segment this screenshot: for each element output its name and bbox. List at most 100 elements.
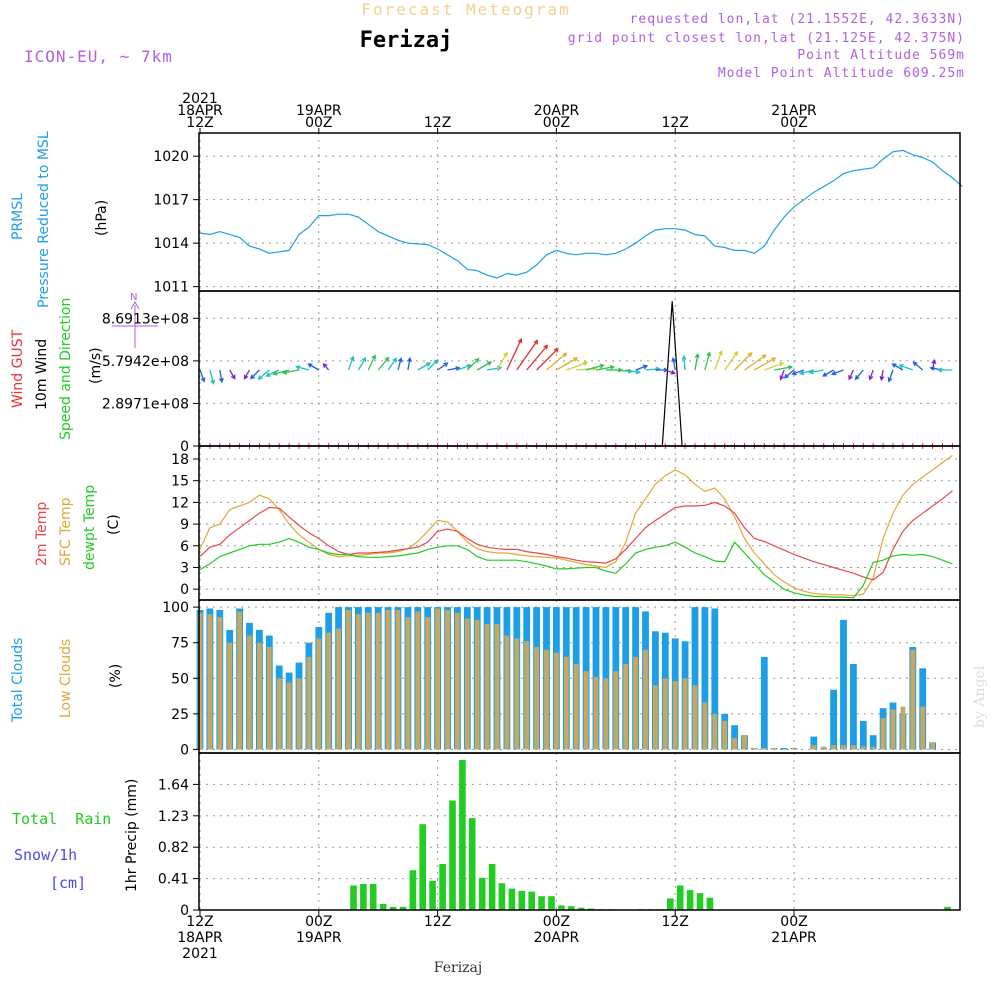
wind-arrow [347,355,355,371]
axis-labels: 1011 1014 1017 1020 0 2.8971e+08 5.7942e+08 8.6… [102,91,817,962]
low-clouds-bar [237,611,242,750]
precip-bar [459,759,466,910]
model-label: ICON-EU, ~ 7km [24,47,173,66]
time-label-top: 18APR [177,103,223,119]
y-tick-label: 15 [171,474,189,490]
time-label-bottom: 20APR [534,930,580,946]
time-label-bottom: 12Z [424,914,451,930]
time-label-top: 00Z [780,115,807,131]
y-tick-label: 1020 [153,149,189,165]
time-label-bottom: 12Z [661,914,688,930]
time-label-bottom: 2021 [182,946,218,962]
precip-bar [696,893,704,910]
low-clouds-bar [336,628,341,750]
snow-unit-label: [cm] [50,874,86,892]
wind-arrow [744,354,767,371]
credit-watermark: by Angel [972,665,988,728]
time-label-bottom: 19APR [296,930,342,946]
precip-bar [399,906,407,910]
wind-arrow [595,364,616,371]
low-clouds-bar [385,610,391,750]
y-tick-label: 0.41 [158,872,189,888]
temp-sfc-label: SFC Temp [58,497,74,566]
precip-bar [360,884,367,910]
precip-bar [508,888,516,910]
wind-arrow [526,344,549,371]
time-label-bottom: 21APR [771,930,817,946]
low-clouds-bar [524,641,530,750]
precip-bar [676,885,684,910]
low-clouds-bar [257,642,262,750]
low-clouds-bar [573,664,579,750]
precip-bar [686,890,694,910]
pressure-label-2: Pressure Reduced to MSL [36,131,52,308]
location-title: Ferizaj [360,28,453,53]
wind-arrow [912,361,924,371]
precip-bar [429,880,436,910]
wind-arrow [585,363,605,371]
wind-arrow [665,369,676,375]
wind-arrow [937,367,953,373]
low-clouds-bar [712,713,718,750]
low-clouds-bar [613,671,619,750]
precip-bar [379,903,387,910]
low-clouds-bar [217,617,223,750]
wind-arrow [387,357,397,371]
low-clouds-bar [365,612,371,750]
temp-2m-label: 2m Temp [34,502,50,566]
low-clouds-bar [643,649,648,750]
low-clouds-bar [860,746,866,750]
total-clouds-bar [711,608,719,750]
low-clouds-bar [534,647,539,750]
clouds-unit: (%) [108,664,124,688]
wind-arrow [199,369,206,383]
wind-arrow [406,356,412,371]
time-label-bottom: 00Z [780,914,807,930]
total-clouds-bar [602,607,610,750]
y-tick-label: 0.82 [158,840,189,856]
y-tick-label: 12 [171,495,189,511]
low-clouds-bar [296,678,302,750]
low-clouds-bar [435,608,440,750]
wind-arrow [294,365,310,371]
time-label-bottom: 00Z [305,914,332,930]
temp-2m-line [199,490,953,581]
wind-arrow [427,359,439,371]
low-clouds-bar [504,635,510,750]
wind-arrow [566,361,589,371]
wind-arrow [536,347,559,371]
wind-arrow [734,352,753,371]
precip-bar [389,906,397,910]
wind-arrow [209,369,216,385]
time-label-top: 12Z [186,115,213,131]
total-clouds-bar [780,748,788,750]
low-clouds-bar [930,742,935,750]
low-clouds-bar [445,610,450,750]
wind-arrow [714,349,723,371]
wind-arrow [377,356,390,371]
y-tick-label: 1014 [153,236,189,252]
y-tick-label: 6 [180,539,189,555]
low-clouds-bar [494,624,500,750]
low-clouds-bar [514,638,520,750]
low-clouds-bar [653,685,658,750]
time-label-top: 00Z [305,115,332,131]
wind-arrow [625,369,641,375]
wind-arrow [822,369,834,377]
low-clouds-bar [346,610,351,750]
wind-arrow [437,362,449,371]
y-tick-label: 9 [180,517,189,533]
y-tick-label: 25 [171,707,189,723]
y-tick-label: 5.7942e+08 [102,354,189,370]
low-clouds-bar [474,619,480,750]
wind-arrow [307,363,320,371]
time-label-top: 00Z [543,115,570,131]
low-clouds-bar [395,610,401,750]
precip-bar [528,891,535,910]
low-clouds-bar [554,652,559,750]
low-clouds-bar [633,656,638,750]
wind-arrow [779,369,785,381]
time-label-top: 21APR [771,103,817,119]
wind-arrow [704,351,712,371]
